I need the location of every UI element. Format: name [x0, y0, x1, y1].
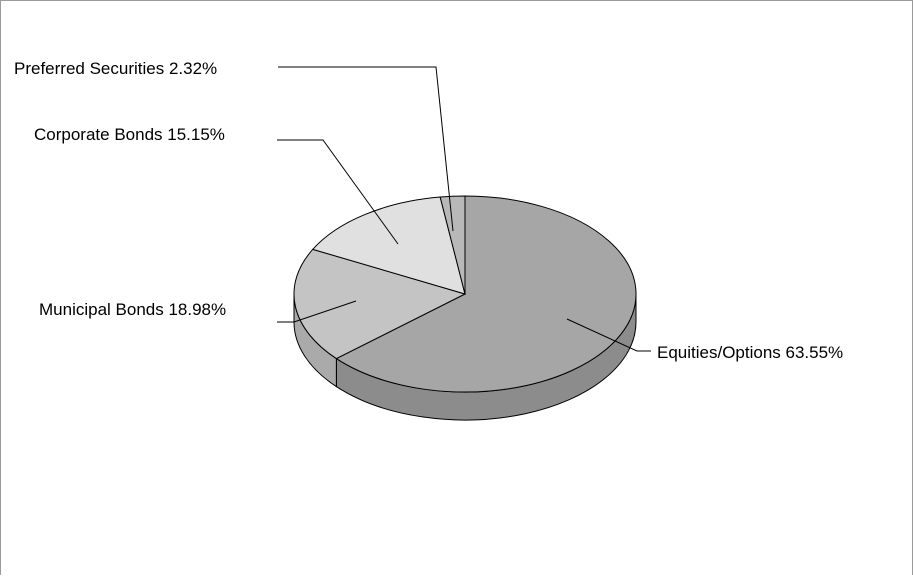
- label-preferred-securities: Preferred Securities 2.32%: [14, 59, 217, 78]
- slice-equities-options: [335, 195, 637, 393]
- slice-labels: Preferred Securities 2.32% Corporate Bon…: [14, 59, 843, 362]
- pie-top-layer: [293, 195, 637, 393]
- leader-line-equities-options: [566, 318, 651, 352]
- slice-corporate-bonds: [311, 196, 466, 295]
- slice-preferred-securities: [439, 195, 466, 295]
- slice-municipal-bonds: [293, 248, 467, 360]
- label-municipal-bonds: Municipal Bonds 18.98%: [39, 300, 226, 319]
- label-corporate-bonds: Corporate Bonds 15.15%: [34, 125, 225, 144]
- label-equities-options: Equities/Options 63.55%: [657, 343, 843, 362]
- leader-line-preferred-securities: [278, 66, 454, 232]
- leader-lines: [277, 66, 651, 352]
- leader-line-municipal-bonds: [277, 300, 357, 323]
- leader-line-corporate-bonds: [277, 139, 399, 245]
